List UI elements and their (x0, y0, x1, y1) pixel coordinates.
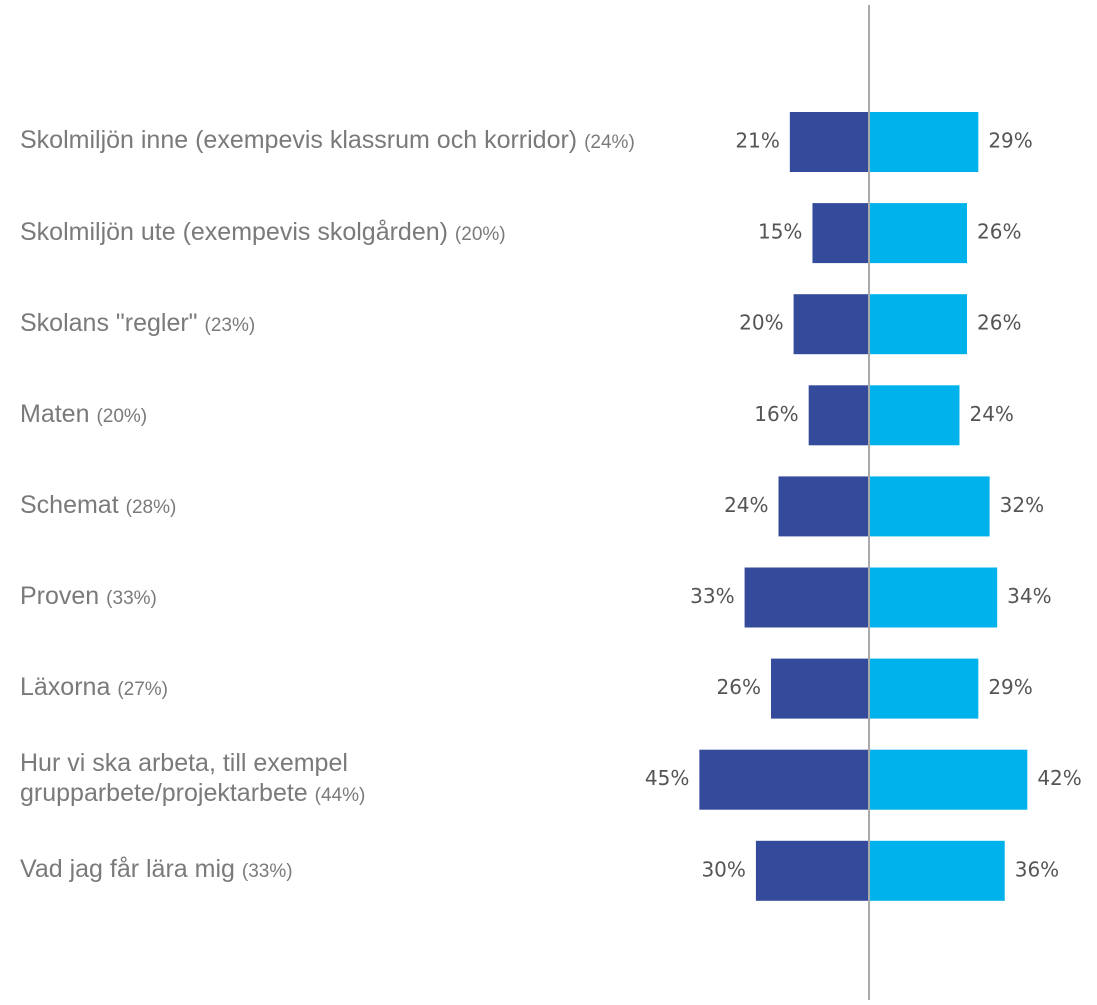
category-name: Skolmiljön inne (exempevis klassrum och … (20, 126, 578, 155)
category-name: Proven (20, 581, 100, 610)
value-label: 34% (1007, 584, 1051, 608)
bar (699, 749, 869, 810)
bar (869, 567, 998, 628)
value-label: 45% (645, 766, 689, 790)
bar (755, 840, 869, 901)
value-label: 36% (1015, 857, 1059, 881)
category-label: Skolmiljön inne (exempevis klassrum och … (20, 96, 680, 187)
overall-label: (24%) (584, 132, 635, 154)
label-text: Proven (33%) (20, 581, 157, 614)
bar (770, 658, 869, 719)
bar (869, 658, 979, 719)
overall-label: (33%) (241, 861, 293, 883)
label-text: Skolmiljön inne (exempevis klassrum och … (20, 125, 635, 158)
label-text: Hur vi ska arbeta, till exempel grupparb… (20, 748, 440, 811)
category-label: Skolmiljön ute (exempevis skolgården) (2… (20, 188, 680, 279)
bar (789, 112, 869, 172)
overall-label: (20%) (96, 405, 148, 427)
value-label: 15% (758, 220, 802, 244)
label-text: Vad jag får lära mig (33%) (20, 854, 293, 887)
category-label: Vad jag får lära mig (33%) (20, 825, 680, 916)
category-label: Maten (20%) (20, 370, 680, 461)
label-text: Schemat (28%) (20, 490, 176, 523)
bar (869, 749, 1028, 810)
value-label: 30% (701, 857, 745, 881)
bar (869, 294, 968, 355)
value-label: 26% (977, 220, 1021, 244)
overall-label: (27%) (117, 679, 168, 701)
category-label: Proven (33%) (20, 552, 680, 643)
category-name: Vad jag får lära mig (20, 855, 235, 884)
value-label: 21% (735, 129, 779, 153)
value-label: 42% (1037, 766, 1081, 790)
value-label: 32% (1000, 493, 1044, 517)
category-label: Schemat (28%) (20, 461, 680, 552)
bar (869, 203, 968, 264)
value-label: 26% (977, 311, 1021, 335)
bar (869, 476, 990, 537)
bar (808, 385, 869, 446)
category-name: Maten (20, 399, 90, 428)
category-label: Hur vi ska arbeta, till exempel grupparb… (20, 734, 440, 825)
value-label: 16% (754, 402, 798, 426)
overall-label: (20%) (454, 223, 506, 245)
category-label: Läxorna (27%) (20, 643, 680, 734)
overall-label: (44%) (314, 785, 366, 807)
bar (744, 567, 869, 628)
category-label: Skolans "regler" (23%) (20, 279, 680, 370)
value-label: 33% (690, 584, 734, 608)
overall-label: (23%) (204, 314, 256, 336)
label-text: Skolans "regler" (23%) (20, 308, 255, 341)
category-name: Schemat (20, 490, 119, 519)
label-text: Läxorna (27%) (20, 672, 168, 705)
value-label: 20% (739, 311, 783, 335)
value-label: 24% (724, 493, 768, 517)
category-name: Läxorna (20, 673, 111, 702)
value-label: 24% (969, 402, 1013, 426)
value-label: 29% (988, 129, 1032, 153)
label-text: Skolmiljön ute (exempevis skolgården) (2… (20, 217, 506, 250)
bar (793, 294, 869, 355)
label-text: Maten (20%) (20, 399, 147, 432)
value-label: 26% (717, 675, 761, 699)
bar (869, 385, 960, 446)
value-label: 29% (988, 675, 1032, 699)
bar (778, 476, 869, 537)
category-name: Skolmiljön ute (exempevis skolgården) (20, 217, 448, 246)
overall-label: (28%) (125, 496, 177, 518)
bar (869, 112, 979, 172)
category-name: Hur vi ska arbeta, till exempel grupparb… (20, 749, 348, 808)
overall-label: (33%) (106, 587, 157, 609)
category-name: Skolans "regler" (20, 308, 198, 337)
bar (869, 840, 1005, 901)
bar (812, 203, 869, 264)
